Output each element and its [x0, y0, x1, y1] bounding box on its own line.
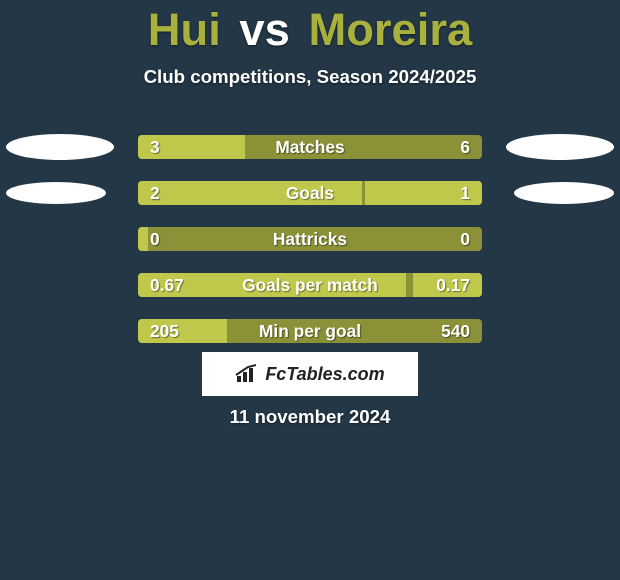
stat-row-goals: 21Goals [0, 170, 620, 216]
subtitle-text: Club competitions, Season 2024/2025 [0, 66, 620, 88]
avatar-placeholder-right [514, 182, 614, 204]
brand-badge: FcTables.com [202, 352, 418, 396]
bar-chart-icon [235, 364, 259, 384]
stat-bar-goals: 21Goals [138, 181, 482, 205]
stat-row-gpm: 0.670.17Goals per match [0, 262, 620, 308]
vs-text: vs [239, 4, 289, 55]
player2-name: Moreira [308, 4, 472, 55]
infographic-canvas: Hui vs Moreira Club competitions, Season… [0, 0, 620, 580]
stat-bar-hattricks: 00Hattricks [138, 227, 482, 251]
stat-label: Goals [138, 181, 482, 205]
stat-bar-matches: 36Matches [138, 135, 482, 159]
player1-name: Hui [148, 4, 221, 55]
avatar-placeholder-left [6, 182, 106, 204]
stat-row-matches: 36Matches [0, 124, 620, 170]
stat-row-hattricks: 00Hattricks [0, 216, 620, 262]
avatar-placeholder-left [6, 134, 114, 160]
stat-bar-gpm: 0.670.17Goals per match [138, 273, 482, 297]
stat-label: Matches [138, 135, 482, 159]
stat-row-mpg: 205540Min per goal [0, 308, 620, 354]
stat-label: Hattricks [138, 227, 482, 251]
stat-label: Goals per match [138, 273, 482, 297]
comparison-title: Hui vs Moreira [0, 0, 620, 56]
brand-text: FcTables.com [265, 364, 384, 385]
stat-rows: 36Matches 21Goals 00Hattricks 0.670.17Goals… [0, 124, 620, 354]
avatar-placeholder-right [506, 134, 614, 160]
date-text: 11 november 2024 [0, 406, 620, 428]
stat-label: Min per goal [138, 319, 482, 343]
stat-bar-mpg: 205540Min per goal [138, 319, 482, 343]
